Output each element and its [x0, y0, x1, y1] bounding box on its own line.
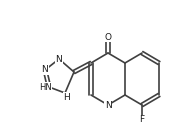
Text: H: H: [64, 92, 70, 102]
Text: N: N: [42, 66, 48, 75]
Text: F: F: [139, 116, 145, 124]
Text: O: O: [105, 33, 112, 42]
Text: N: N: [105, 100, 111, 109]
Text: HN: HN: [39, 83, 51, 91]
Text: N: N: [56, 55, 62, 63]
